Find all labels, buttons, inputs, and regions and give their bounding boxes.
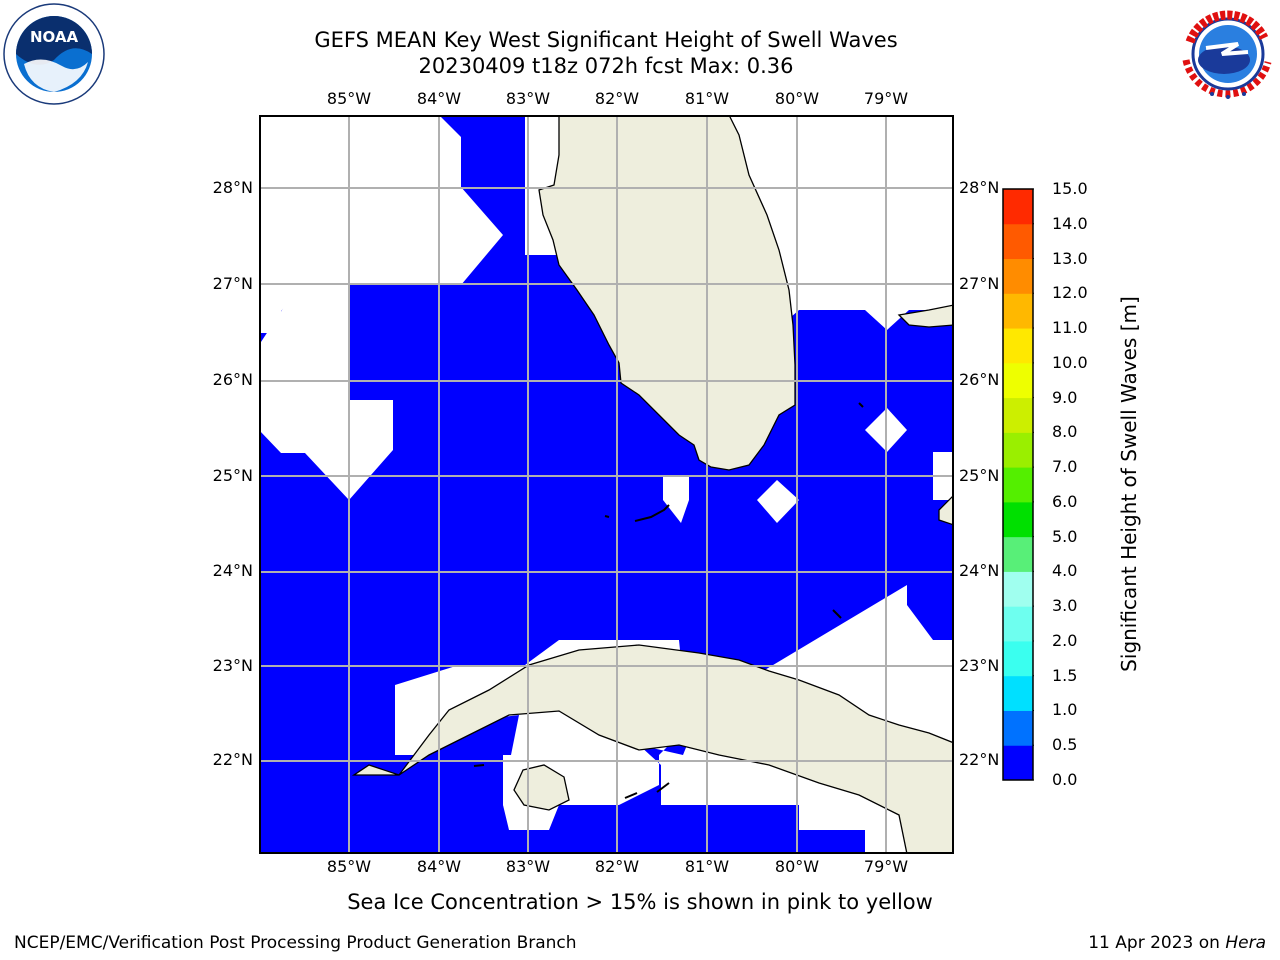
colorbar-tick-label: 0.0 <box>1052 770 1078 789</box>
colorbar-segment <box>1003 223 1033 260</box>
footer-date: 11 Apr 2023 on Hera <box>1088 933 1266 953</box>
colorbar-segment <box>1003 258 1033 294</box>
colorbar-segment <box>1003 328 1033 364</box>
lon-label-bottom: 84°W <box>416 857 462 876</box>
sea-ice-note: Sea Ice Concentration > 15% is shown in … <box>347 890 933 914</box>
swell-height-map <box>259 115 954 854</box>
colorbar-tick-label: 5.0 <box>1052 526 1078 546</box>
colorbar-tick-label: 6.0 <box>1052 491 1078 511</box>
lat-label-left: 27°N <box>212 274 253 293</box>
lat-label-left: 26°N <box>212 370 253 389</box>
colorbar-segment <box>1003 397 1033 433</box>
lon-label-top: 80°W <box>774 89 820 108</box>
footer-branch: NCEP/EMC/Verification Post Processing Pr… <box>14 933 577 953</box>
colorbar-tick-label: 8.0 <box>1052 422 1078 442</box>
bahamas-andros <box>938 494 954 526</box>
colorbar-tick-label: 10.0 <box>1052 352 1088 372</box>
colorbar-segment <box>1003 640 1033 677</box>
footer-date-text: 11 Apr 2023 on <box>1088 933 1226 953</box>
colorbar-tick-label: 2.0 <box>1052 630 1078 650</box>
lon-label-bottom: 79°W <box>863 857 909 876</box>
colorbar-segment <box>1003 467 1033 503</box>
chart-subtitle-run-info: 20230409 t18z 072h fcst Max: 0.36 <box>418 54 794 78</box>
lat-label-right: 24°N <box>959 561 1000 580</box>
colorbar-frame <box>1002 188 1034 781</box>
colorbar-tick-label: 9.0 <box>1052 387 1078 407</box>
colorbar-tick-label: 4.0 <box>1052 561 1078 581</box>
lon-label-top: 85°W <box>326 89 372 108</box>
lat-label-left: 24°N <box>212 561 253 580</box>
lat-label-left: 23°N <box>212 656 253 675</box>
lat-label-right: 22°N <box>959 750 1000 769</box>
lat-label-right: 28°N <box>959 178 1000 197</box>
footer-host: Hera <box>1225 933 1266 953</box>
colorbar-segment <box>1003 536 1033 572</box>
colorbar-tick-label: 14.0 <box>1052 213 1088 233</box>
colorbar-tick-label: 0.5 <box>1052 735 1078 755</box>
lon-label-bottom: 82°W <box>594 857 640 876</box>
noaa-logo: NOAA <box>3 3 105 105</box>
lat-label-right: 26°N <box>959 370 1000 389</box>
colorbar-segment <box>1003 362 1033 399</box>
colorbar-tick-label: 7.0 <box>1052 457 1078 477</box>
colorbar-tick-label: 3.0 <box>1052 596 1078 616</box>
lon-label-bottom: 80°W <box>774 857 820 876</box>
lon-label-top: 82°W <box>594 89 640 108</box>
lat-label-left: 28°N <box>212 178 253 197</box>
colorbar-tick-label: 12.0 <box>1052 283 1088 303</box>
colorbar-segment <box>1003 675 1033 711</box>
colorbar-segment <box>1003 501 1033 538</box>
lat-label-left: 25°N <box>212 466 253 485</box>
colorbar-tick-label: 11.0 <box>1052 318 1088 338</box>
colorbar-tick-label: 1.5 <box>1052 665 1078 685</box>
lon-label-bottom: 85°W <box>326 857 372 876</box>
lat-label-right: 23°N <box>959 656 1000 675</box>
lon-label-top: 81°W <box>684 89 730 108</box>
colorbar-segment <box>1003 189 1033 225</box>
bahamas-grand <box>897 304 954 328</box>
lon-label-bottom: 83°W <box>505 857 551 876</box>
colorbar-tick-label: 15.0 <box>1052 179 1088 198</box>
florida-keys <box>473 402 864 799</box>
colorbar-tick-label: 1.0 <box>1052 700 1078 720</box>
lat-label-right: 27°N <box>959 274 1000 293</box>
map-frame <box>259 115 954 854</box>
colorbar-segment <box>1003 745 1033 781</box>
colorbar-label: Significant Height of Swell Waves [m] <box>1117 296 1141 672</box>
colorbar-segment <box>1003 710 1033 746</box>
lon-label-top: 79°W <box>863 89 909 108</box>
colorbar-segment <box>1003 571 1033 607</box>
nws-logo <box>1178 4 1278 104</box>
chart-title: GEFS MEAN Key West Significant Height of… <box>314 28 898 52</box>
noaa-logo-text: NOAA <box>30 28 79 46</box>
lat-label-left: 22°N <box>212 750 253 769</box>
lon-label-bottom: 81°W <box>684 857 730 876</box>
lon-label-top: 84°W <box>416 89 462 108</box>
colorbar-segment <box>1003 606 1033 642</box>
colorbar <box>1002 188 1034 781</box>
colorbar-segment <box>1003 432 1033 468</box>
cuba <box>351 644 954 854</box>
lat-label-right: 25°N <box>959 466 1000 485</box>
graticule <box>259 115 954 854</box>
colorbar-segment <box>1003 293 1033 329</box>
colorbar-tick-label: 13.0 <box>1052 248 1088 268</box>
lon-label-top: 83°W <box>505 89 551 108</box>
